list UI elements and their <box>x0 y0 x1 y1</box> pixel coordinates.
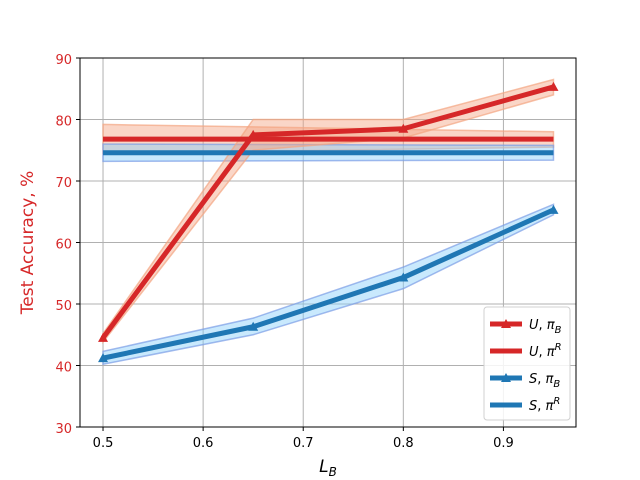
y-tick-label: 30 <box>55 422 72 437</box>
legend-series-letter: U <box>529 345 539 360</box>
legend-policy-symbol: π <box>547 345 555 360</box>
x-tick-label: 0.7 <box>293 436 314 451</box>
data-point-marker <box>398 272 409 282</box>
legend-policy-symbol: π <box>546 372 554 387</box>
legend-policy-script: R <box>553 396 560 407</box>
legend-entry-label: U, πB <box>529 318 562 336</box>
series-lines <box>101 84 555 361</box>
y-tick-label: 40 <box>55 361 72 376</box>
legend-comma: , <box>539 345 547 360</box>
legend-entry-label: U, πR <box>529 342 562 360</box>
legend-policy-symbol: π <box>547 318 555 333</box>
y-tick-label: 70 <box>55 176 72 191</box>
series-markers <box>98 81 559 363</box>
legend-entry-label: S, πB <box>529 372 560 390</box>
series-line <box>101 84 555 340</box>
y-tick-label: 60 <box>55 238 72 253</box>
legend-policy-script: B <box>555 325 562 336</box>
y-tick-label: 80 <box>55 115 72 130</box>
legend-series-letter: U <box>529 318 539 333</box>
x-axis-label: LB <box>319 457 337 479</box>
x-tick-label: 0.9 <box>493 436 514 451</box>
x-tick-label: 0.5 <box>93 436 114 451</box>
data-point-marker <box>248 321 259 331</box>
legend-comma: , <box>537 372 545 387</box>
legend-series-letter: S <box>529 372 537 387</box>
x-tick-label: 0.6 <box>193 436 214 451</box>
legend-marker-swatch <box>501 373 511 382</box>
legend-comma: , <box>537 399 545 414</box>
legend-box <box>483 306 571 421</box>
legend: U, πBU, πRS, πBS, πR <box>483 306 571 421</box>
y-tick-label: 50 <box>55 299 72 314</box>
legend-entry-label: S, πR <box>529 396 560 414</box>
legend-comma: , <box>539 318 547 333</box>
legend-policy-script: B <box>553 379 560 390</box>
y-tick-label: 90 <box>55 53 72 68</box>
data-point-marker <box>248 129 259 139</box>
data-point-marker <box>398 123 409 133</box>
legend-policy-symbol: π <box>546 399 554 414</box>
legend-policy-script: R <box>555 342 562 353</box>
y-axis-label: Test Accuracy, % <box>18 171 38 315</box>
series-line <box>102 207 555 361</box>
legend-series-letter: S <box>529 399 537 414</box>
data-point-marker <box>548 81 559 91</box>
legend-marker-swatch <box>501 319 511 328</box>
data-point-marker <box>548 204 559 214</box>
x-tick-label: 0.8 <box>393 436 414 451</box>
data-point-marker <box>98 332 109 342</box>
data-point-marker <box>98 353 109 363</box>
axis-ticks: 0.5 0.6 0.7 0.8 0.9 30 40 50 60 70 80 90 <box>55 53 513 451</box>
